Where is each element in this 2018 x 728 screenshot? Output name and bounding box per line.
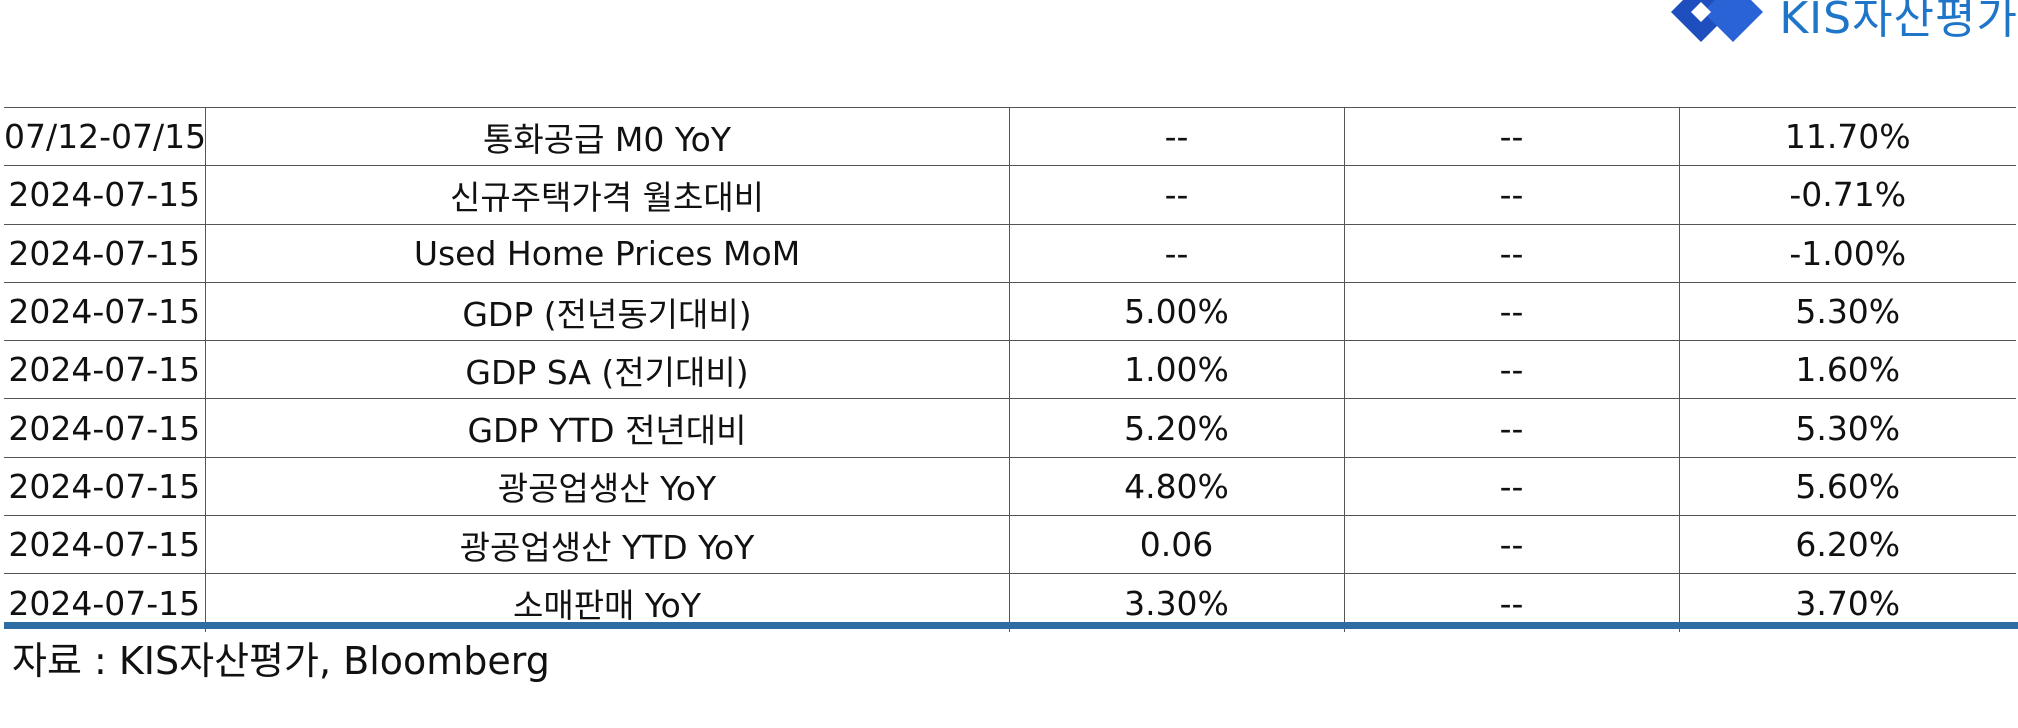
actual-cell: -- xyxy=(1343,106,1679,167)
previous-cell: 5.30% xyxy=(1678,281,2016,342)
previous-cell: 5.30% xyxy=(1678,398,2016,458)
forecast-cell: 3.30% xyxy=(1008,573,1344,632)
source-note: 자료 : KIS자산평가, Bloomberg xyxy=(12,639,550,683)
forecast-cell: 5.00% xyxy=(1008,281,1344,342)
actual-cell: -- xyxy=(1343,223,1679,283)
actual-cell: -- xyxy=(1343,573,1679,632)
indicator-cell: GDP SA (전기대비) xyxy=(204,340,1009,400)
indicator-cell: 소매판매 YoY xyxy=(204,573,1009,632)
table-row: 2024-07-15 GDP YTD 전년대비 5.20% -- 5.30% xyxy=(4,398,2016,458)
actual-cell: -- xyxy=(1343,515,1679,575)
logo: KIS자산평가 xyxy=(1669,0,2018,46)
actual-cell: -- xyxy=(1343,456,1679,517)
diamond-logo-icon xyxy=(1671,0,1764,42)
date-cell: 2024-07-15 xyxy=(4,456,205,517)
table-row: 2024-07-15 광공업생산 YTD YoY 0.06 -- 6.20% xyxy=(4,515,2016,575)
actual-cell: -- xyxy=(1343,340,1679,400)
indicator-cell: 광공업생산 YoY xyxy=(204,456,1009,517)
table-row: 2024-07-15 광공업생산 YoY 4.80% -- 5.60% xyxy=(4,456,2016,517)
previous-cell: 3.70% xyxy=(1678,573,2016,632)
indicator-cell: GDP (전년동기대비) xyxy=(204,281,1009,342)
forecast-cell: -- xyxy=(1008,165,1344,225)
indicator-cell: 신규주택가격 월초대비 xyxy=(204,165,1009,225)
previous-cell: 11.70% xyxy=(1678,106,2016,167)
logo-text: KIS자산평가 xyxy=(1779,0,2018,44)
actual-cell: -- xyxy=(1343,165,1679,225)
indicator-cell: Used Home Prices MoM xyxy=(204,223,1009,283)
indicator-cell: 통화공급 M0 YoY xyxy=(204,106,1009,167)
forecast-cell: 1.00% xyxy=(1008,340,1344,400)
table-body: 07/12-07/15 통화공급 M0 YoY -- -- 11.70% 2024-07-… xyxy=(4,106,2016,632)
data-table-container: 07/12-07/15 통화공급 M0 YoY -- -- 11.70% 2024-07-… xyxy=(4,106,2016,632)
indicator-cell: 광공업생산 YTD YoY xyxy=(204,515,1009,575)
table-row: 2024-07-15 소매판매 YoY 3.30% -- 3.70% xyxy=(4,573,2016,632)
forecast-cell: 4.80% xyxy=(1008,456,1344,517)
forecast-cell: 5.20% xyxy=(1008,398,1344,458)
date-cell: 2024-07-15 xyxy=(4,398,205,458)
forecast-cell: -- xyxy=(1008,223,1344,283)
previous-cell: 5.60% xyxy=(1678,456,2016,517)
actual-cell: -- xyxy=(1343,398,1679,458)
bottom-rule xyxy=(4,622,2018,629)
previous-cell: -1.00% xyxy=(1678,223,2016,283)
table-row: 2024-07-15 GDP SA (전기대비) 1.00% -- 1.60% xyxy=(4,340,2016,400)
date-cell: 2024-07-15 xyxy=(4,281,205,342)
actual-cell: -- xyxy=(1343,281,1679,342)
table-row: 2024-07-15 Used Home Prices MoM -- -- -1.00% xyxy=(4,223,2016,283)
forecast-cell: 0.06 xyxy=(1008,515,1344,575)
date-cell: 2024-07-15 xyxy=(4,515,205,575)
indicator-cell: GDP YTD 전년대비 xyxy=(204,398,1009,458)
economic-data-table: 07/12-07/15 통화공급 M0 YoY -- -- 11.70% 2024-07-… xyxy=(4,106,2016,632)
date-cell: 2024-07-15 xyxy=(4,165,205,225)
previous-cell: 6.20% xyxy=(1678,515,2016,575)
forecast-cell: -- xyxy=(1008,106,1344,167)
date-cell: 2024-07-15 xyxy=(4,223,205,283)
date-cell: 07/12-07/15 xyxy=(4,106,206,167)
previous-cell: -0.71% xyxy=(1678,165,2016,225)
table-row: 2024-07-15 GDP (전년동기대비) 5.00% -- 5.30% xyxy=(4,281,2016,342)
date-cell: 2024-07-15 xyxy=(4,340,205,400)
previous-cell: 1.60% xyxy=(1678,340,2016,400)
table-row: 2024-07-15 신규주택가격 월초대비 -- -- -0.71% xyxy=(4,165,2016,225)
table-row: 07/12-07/15 통화공급 M0 YoY -- -- 11.70% xyxy=(4,106,2016,167)
date-cell: 2024-07-15 xyxy=(4,573,205,632)
